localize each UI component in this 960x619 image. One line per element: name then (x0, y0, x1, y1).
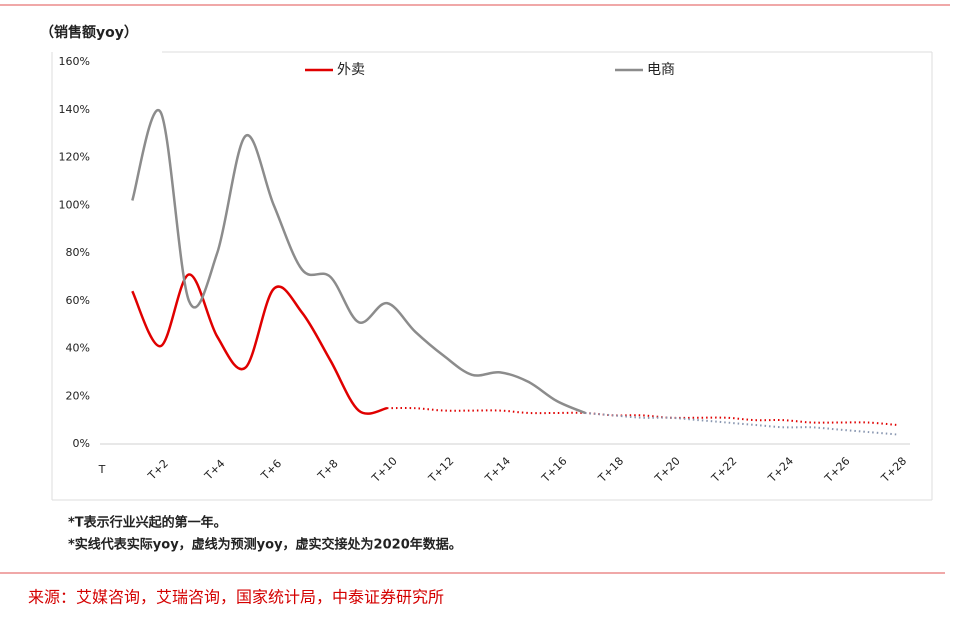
x-tick-label: T+28 (878, 454, 909, 485)
line (585, 411, 897, 436)
x-tick-label: T+24 (765, 454, 796, 485)
y-tick-label: 120% (59, 151, 90, 164)
y-tick-label: 140% (59, 103, 90, 116)
note: *T表示行业兴起的第一年。 (68, 515, 227, 531)
x-tick-label: T+8 (315, 457, 341, 483)
x-tick-label: T+18 (595, 454, 626, 485)
x-tick-label: T+2 (145, 457, 171, 483)
x-tick-label: T+10 (369, 454, 400, 485)
x-tick-label: T+6 (258, 457, 284, 483)
line (131, 273, 388, 415)
x-tick-label: T+14 (482, 454, 513, 485)
x-tick-label: T (98, 463, 106, 476)
x-tick-label: T+12 (425, 454, 456, 485)
x-tick-label: T+16 (539, 454, 570, 485)
header-label: （销售额yoy） (40, 24, 138, 41)
legend-label: 电商 (647, 62, 675, 78)
x-tick-label: T+4 (201, 457, 227, 483)
note: *实线代表实际yoy，虚线为预测yoy，虚实交接处为2020年数据。 (68, 537, 462, 553)
y-tick-label: 60% (66, 294, 90, 307)
legend-label: 外卖 (337, 62, 365, 78)
y-tick-label: 80% (66, 246, 90, 259)
line (386, 407, 897, 426)
y-tick-label: 0% (73, 437, 90, 450)
y-tick-label: 100% (59, 198, 90, 211)
source: 来源：艾媒咨询，艾瑞咨询，国家统计局，中泰证券研究所 (28, 588, 444, 607)
x-tick-label: T+22 (708, 454, 739, 485)
x-tick-label: T+20 (652, 454, 683, 485)
x-tick-label: T+26 (822, 454, 853, 485)
line (131, 108, 586, 415)
y-tick-label: 160% (59, 55, 90, 68)
y-tick-label: 20% (66, 389, 90, 402)
y-tick-label: 40% (66, 342, 90, 355)
